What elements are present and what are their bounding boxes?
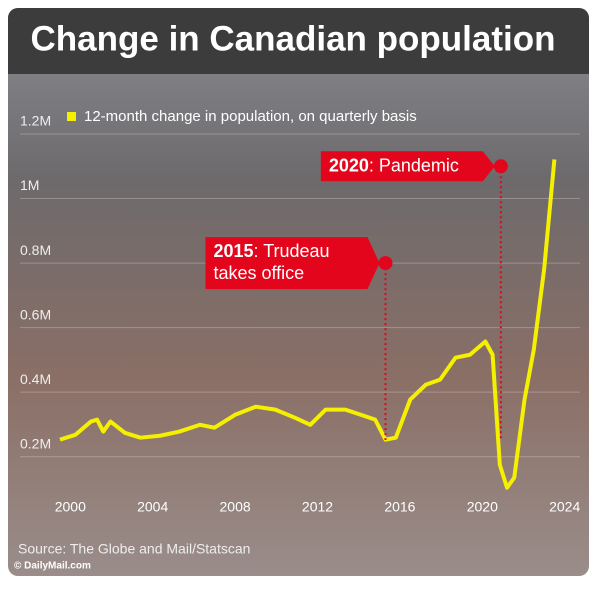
legend-label: 12-month change in population, on quarte… — [84, 108, 417, 125]
x-tick-label: 2020 — [467, 499, 498, 515]
annotation-text: takes office — [213, 263, 304, 283]
x-tick-label: 2008 — [220, 499, 251, 515]
y-tick-label: 1M — [20, 177, 39, 193]
credit: © DailyMail.com — [14, 561, 91, 572]
annotation-box — [320, 151, 495, 182]
y-tick-label: 0.6M — [20, 306, 51, 322]
y-tick-label: 0.4M — [20, 371, 51, 387]
chart-title: Change in Canadian population — [31, 19, 556, 58]
source: Source: The Globe and Mail/Statscan — [18, 541, 250, 557]
annotation-year: 2020 — [329, 155, 369, 175]
background — [8, 8, 589, 576]
title-bar-base — [8, 60, 589, 74]
annotation-label: : Trudeau — [254, 241, 330, 261]
annotation-text: 2020: Pandemic — [329, 155, 459, 175]
y-tick-label: 0.8M — [20, 242, 51, 258]
x-tick-label: 2016 — [384, 499, 415, 515]
x-tick-label: 2024 — [549, 499, 580, 515]
data-line — [59, 159, 557, 490]
annotation-text: 2015: Trudeau — [213, 241, 329, 261]
x-tick-label: 2012 — [302, 499, 333, 515]
annotation-label: : Pandemic — [369, 155, 459, 175]
x-tick-label: 2000 — [55, 499, 86, 515]
annotation-label: takes office — [213, 263, 304, 283]
legend-swatch — [67, 112, 76, 121]
title-bar — [8, 8, 589, 74]
annotation-box — [205, 237, 380, 290]
x-tick-label: 2004 — [137, 499, 168, 515]
annotation-year: 2015 — [213, 241, 253, 261]
y-tick-label: 0.2M — [20, 435, 51, 451]
y-tick-label: 1.2M — [20, 113, 51, 129]
annotation-dot — [493, 159, 508, 174]
annotation-dot — [378, 256, 393, 271]
